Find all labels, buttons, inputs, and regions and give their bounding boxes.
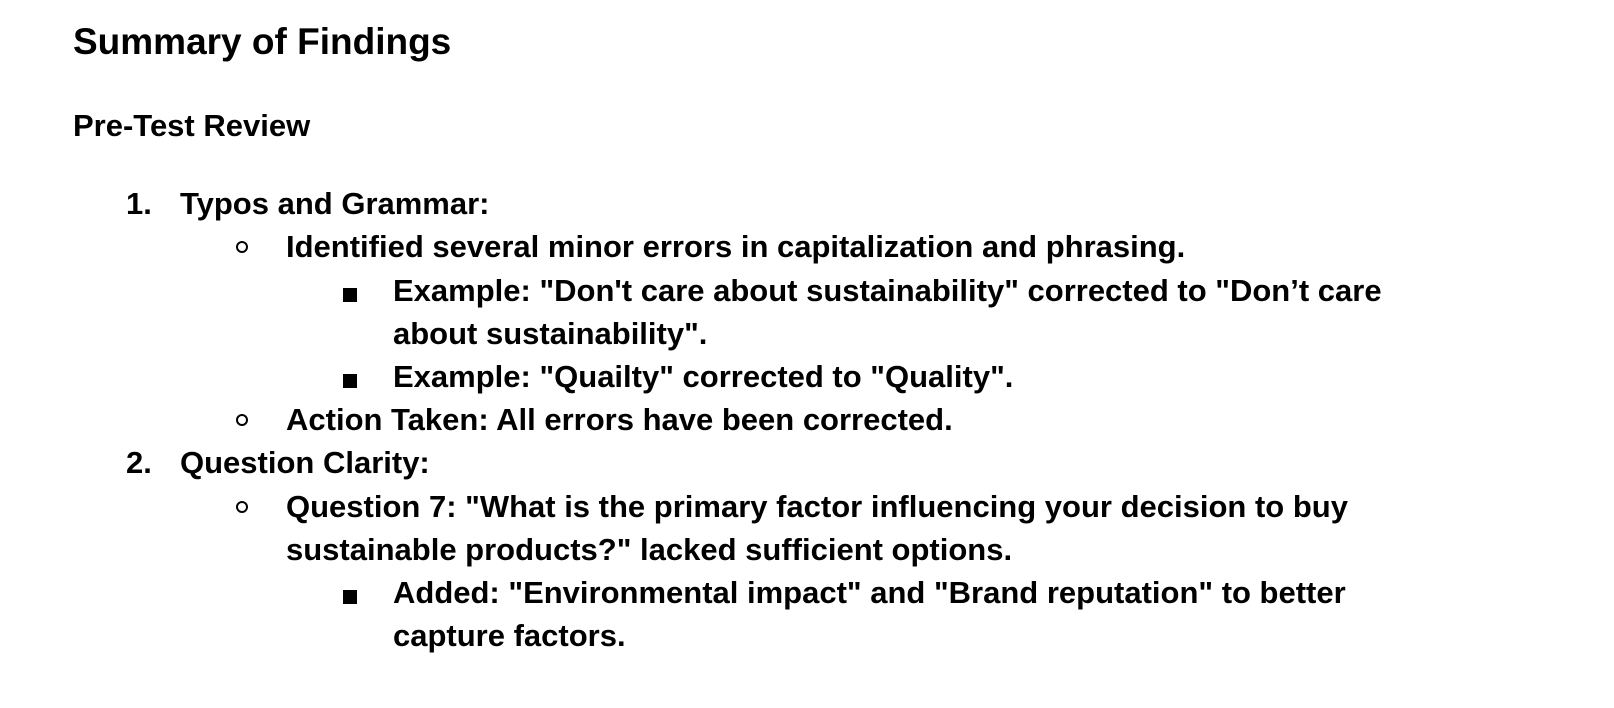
list-item-title-typos: Typos and Grammar: [180, 186, 490, 221]
list-item-title-question-clarity: Question Clarity: [180, 445, 430, 480]
sub-item-identified-errors: Identified several minor errors in capit… [286, 229, 1186, 264]
sub-sub-item-added-line-1: Added: "Environmental impact" and "Brand… [393, 575, 1346, 610]
sub-item-action-taken: Action Taken: All errors have been corre… [286, 402, 953, 437]
square-bullet-icon [343, 374, 357, 388]
hollow-bullet-icon [236, 501, 248, 513]
sub-sub-item-example-line-1: Example: "Don't care about sustainabilit… [393, 273, 1382, 308]
sub-item-question-7-line-2: sustainable products?" lacked sufficient… [286, 532, 1013, 567]
square-bullet-icon [343, 590, 357, 604]
sub-sub-item-example-line-2: about sustainability". [393, 316, 708, 351]
sub-item-question-7-line-1: Question 7: "What is the primary factor … [286, 489, 1348, 524]
list-number-2: 2. [126, 445, 152, 480]
sub-sub-item-added-line-2: capture factors. [393, 618, 626, 653]
section-heading: Pre-Test Review [73, 108, 311, 143]
sub-sub-item-example-quality: Example: "Quailty" corrected to "Quality… [393, 359, 1014, 394]
hollow-bullet-icon [236, 241, 248, 253]
list-number-1: 1. [126, 186, 152, 221]
hollow-bullet-icon [236, 414, 248, 426]
square-bullet-icon [343, 288, 357, 302]
page-title: Summary of Findings [73, 21, 452, 62]
